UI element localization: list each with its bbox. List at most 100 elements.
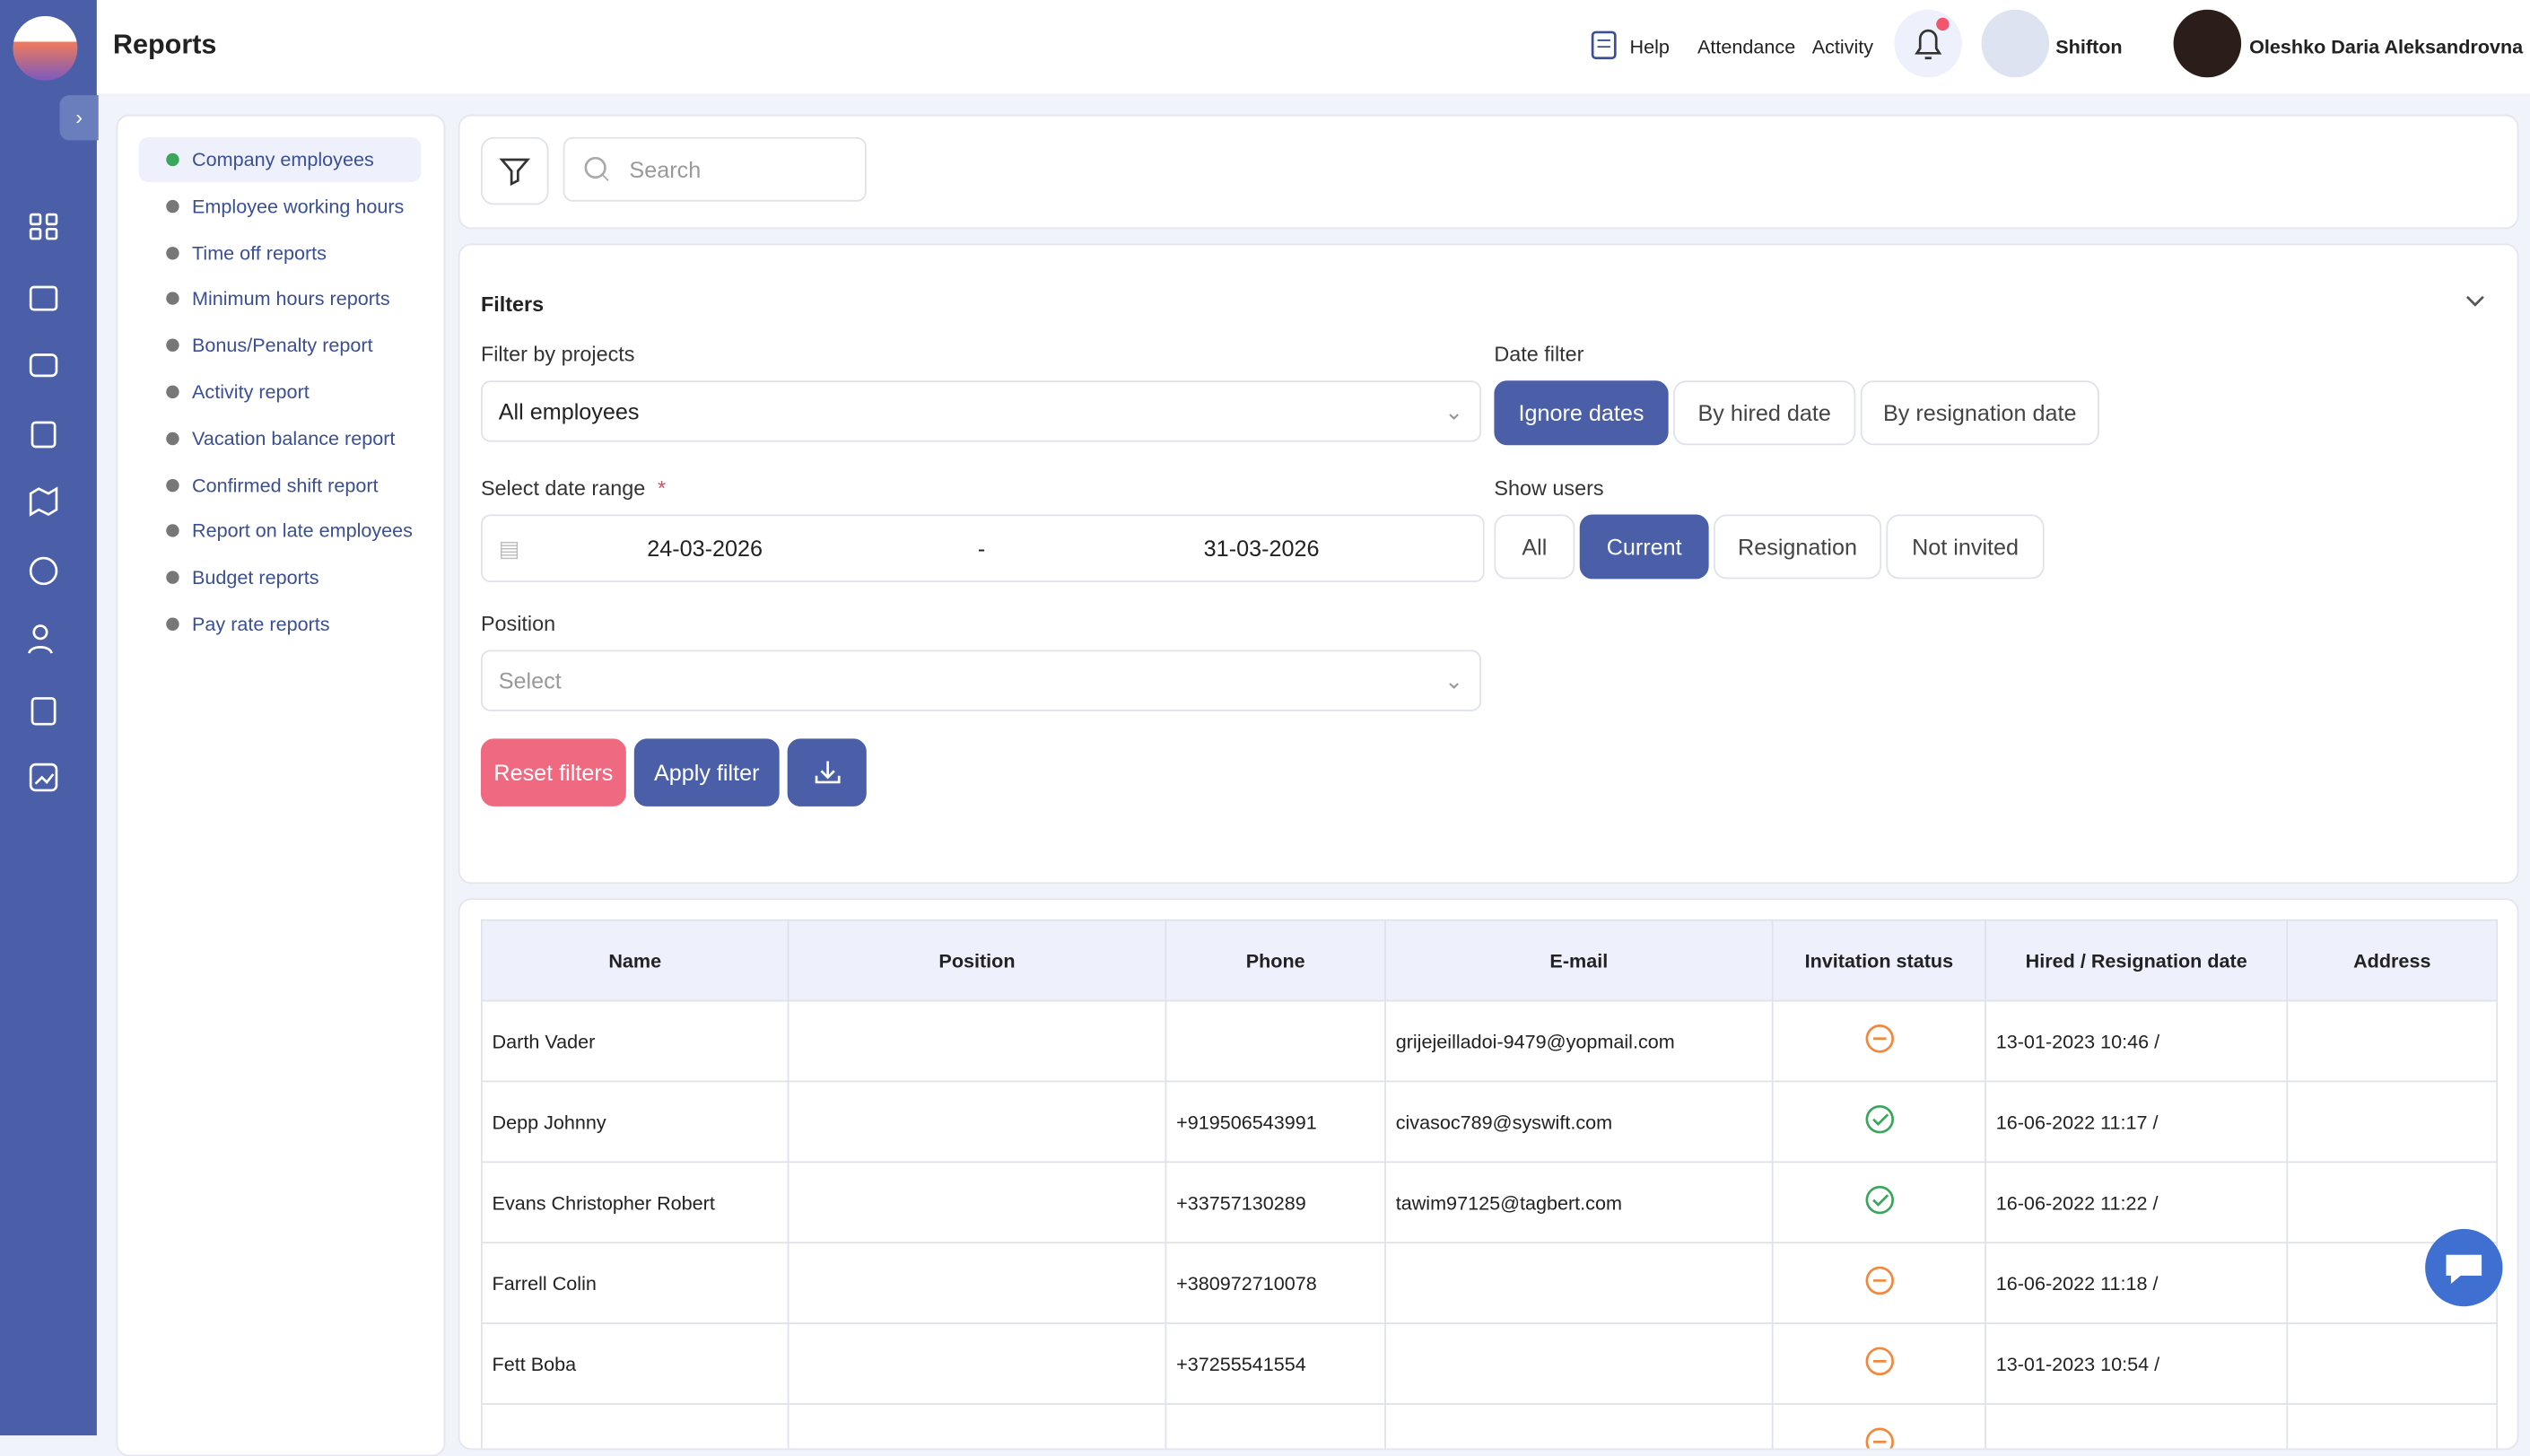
option-button[interactable]: Not invited (1886, 514, 2045, 580)
menu-item[interactable]: Budget reports (139, 555, 422, 600)
position-label: Position (480, 611, 556, 636)
menu-item[interactable]: Minimum hours reports (139, 276, 422, 321)
menu-label: Vacation balance report (192, 427, 396, 450)
table-cell (2286, 1080, 2499, 1164)
table-cell (1165, 1403, 1386, 1449)
position-placeholder: Select (498, 667, 562, 694)
status-icon (1864, 1266, 1894, 1295)
bullet (166, 385, 179, 399)
company-avatar (1981, 9, 2050, 78)
menu-item[interactable]: Activity report (139, 370, 422, 414)
table-cell: 16-06-2022 11:17 / (1985, 1080, 2289, 1164)
column-header: Address (2286, 919, 2499, 1002)
table-cell (1771, 1403, 1986, 1449)
activity-link[interactable]: Activity (1811, 35, 1874, 58)
table-cell (1165, 999, 1386, 1083)
table-cell: tawim97125@tagbert.com (1384, 1161, 1774, 1244)
report-menu: Company employees Employee working hours T… (116, 114, 446, 1456)
position-select[interactable]: Select ⌄ (480, 650, 1482, 711)
table-cell (1771, 999, 1986, 1083)
chat-button[interactable] (2425, 1228, 2503, 1307)
reset-button[interactable]: Reset filters (480, 738, 626, 806)
user-avatar (2173, 9, 2242, 78)
table-cell (1384, 1322, 1774, 1405)
company-name[interactable]: Shifton (2055, 35, 2123, 58)
user-name[interactable]: Oleshko Daria Aleksandrovna (2249, 35, 2524, 58)
menu-item[interactable]: Report on late employees (139, 509, 422, 554)
table-cell (2286, 1322, 2499, 1405)
table-cell (1985, 1403, 2289, 1449)
status-icon (1864, 1104, 1894, 1134)
search-placeholder: Search (629, 156, 702, 183)
notifications[interactable] (1894, 9, 1962, 78)
menu-item[interactable]: Bonus/Penalty report (139, 323, 422, 368)
table-cell: grijejeilladoi-9479@yopmail.com (1384, 999, 1774, 1083)
menu-item[interactable]: Company employees (138, 136, 422, 183)
option-button[interactable]: By hired date (1673, 380, 1856, 446)
date-options: Ignore dates By hired date By resignation … (1494, 380, 2139, 446)
table-row (480, 1403, 2499, 1449)
date-range[interactable]: ▤ 24-03-2026 - 31-03-2026 (480, 514, 1485, 583)
date-filter-label: Date filter (1494, 342, 1584, 367)
table-cell: Fett Boba (480, 1322, 790, 1405)
table-cell: Farrell Colin (480, 1242, 790, 1324)
filters-panel: Filters Filter by projects All employees… (458, 243, 2519, 885)
bullet (166, 432, 179, 445)
help-icon (1591, 31, 1617, 60)
menu-label: Report on late employees (192, 519, 413, 543)
nav-icons[interactable] (26, 206, 65, 803)
column-header: Name (480, 919, 790, 1002)
help-link[interactable]: Help (1629, 35, 1670, 58)
filters-title: Filters (480, 292, 545, 317)
option-button[interactable]: By resignation date (1860, 380, 2099, 446)
menu-label: Company employees (192, 148, 374, 171)
date-from: 24-03-2026 (647, 535, 763, 562)
table-cell (787, 1080, 1167, 1164)
bullet (166, 153, 179, 167)
table-card: Name Position Phone E-mail Invitation status… (458, 898, 2519, 1451)
attendance-link[interactable]: Attendance (1697, 35, 1796, 58)
table-cell: 13-01-2023 10:46 / (1985, 999, 2289, 1083)
date-to: 31-03-2026 (1203, 535, 1320, 562)
table-cell (2286, 999, 2499, 1083)
option-button[interactable]: Current (1579, 514, 1709, 580)
menu-item[interactable]: Pay rate reports (139, 602, 422, 647)
table-cell: civasoc789@syswift.com (1384, 1080, 1774, 1164)
apply-button[interactable]: Apply filter (633, 738, 780, 806)
option-button[interactable]: Ignore dates (1494, 380, 1669, 446)
menu-item[interactable]: Vacation balance report (139, 415, 422, 460)
table-cell (1384, 1242, 1774, 1324)
menu-label: Employee working hours (192, 195, 405, 218)
show-users-label: Show users (1494, 475, 1604, 501)
expand[interactable]: › (59, 95, 99, 141)
project-label: Filter by projects (480, 342, 635, 367)
collapse[interactable] (2465, 293, 2485, 310)
table-cell: +380972710078 (1165, 1242, 1386, 1324)
column-header: Hired / Resignation date (1985, 919, 2289, 1002)
menu-item[interactable]: Employee working hours (139, 184, 422, 229)
status-icon (1864, 1347, 1894, 1376)
user-options: All Current Resignation Not invited (1494, 514, 2139, 580)
logo[interactable] (13, 15, 78, 81)
option-button[interactable]: Resignation (1714, 514, 1882, 580)
column-header: Phone (1165, 919, 1386, 1002)
menu-item[interactable]: Time off reports (139, 230, 422, 275)
table-cell (480, 1403, 790, 1449)
range-label: Select date range * (481, 475, 666, 500)
download-button[interactable] (787, 738, 867, 806)
table-cell: +919506543991 (1165, 1080, 1386, 1164)
filter-toggle[interactable] (480, 136, 549, 205)
table-cell (1771, 1322, 1986, 1405)
bullet (166, 199, 179, 213)
table-cell (787, 1161, 1167, 1244)
table-cell (787, 999, 1167, 1083)
menu-item[interactable]: Confirmed shift report (139, 462, 422, 507)
table-cell: 13-01-2023 10:54 / (1985, 1322, 2289, 1405)
search-box[interactable]: Search (563, 136, 867, 202)
table-cell: +37255541554 (1165, 1322, 1386, 1405)
option-button[interactable]: All (1494, 514, 1575, 580)
bullet (166, 338, 179, 353)
project-select[interactable]: All employees ⌄ (480, 380, 1482, 442)
side-nav: › (0, 0, 99, 1436)
